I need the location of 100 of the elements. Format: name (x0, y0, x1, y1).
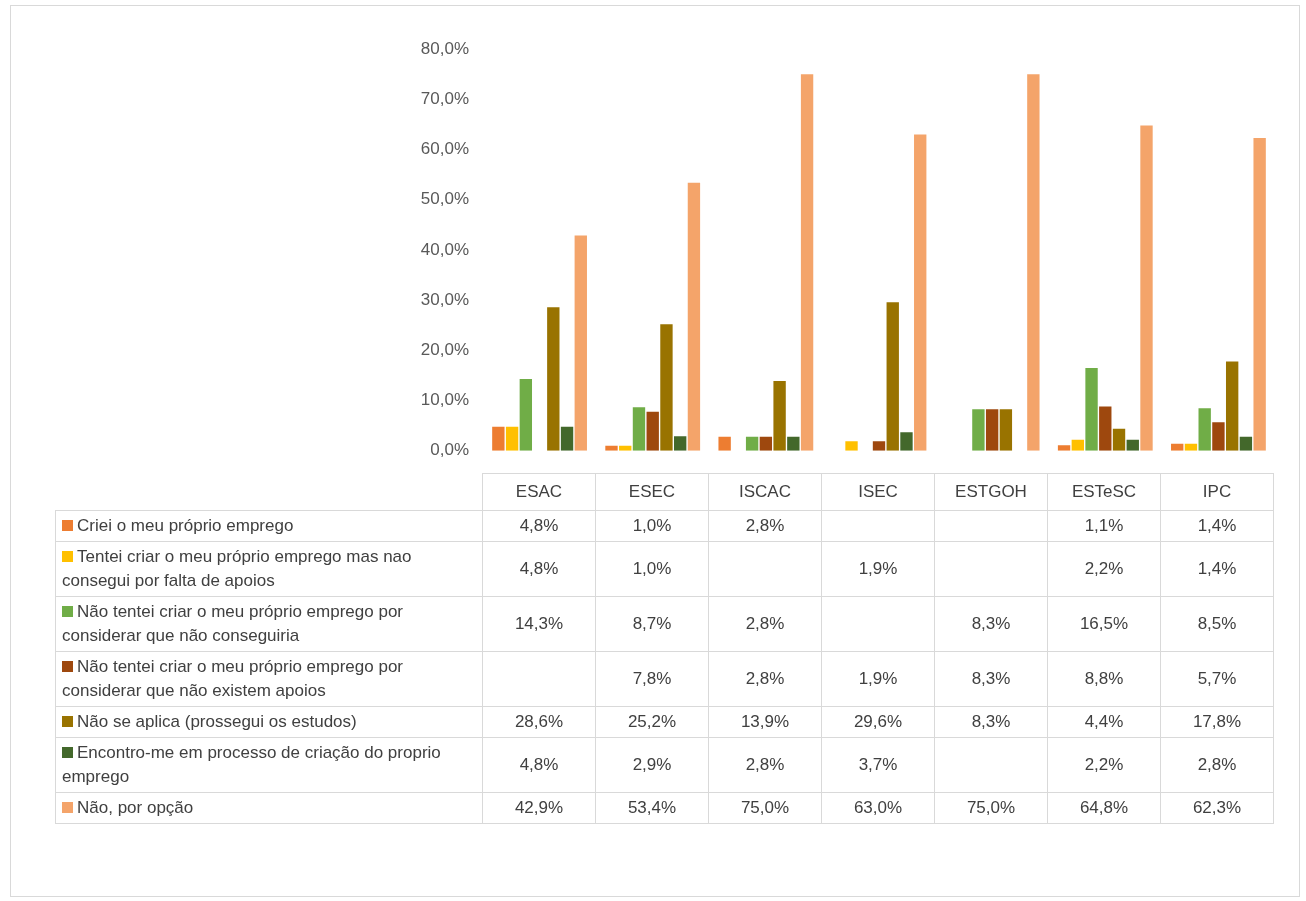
x-tick-label: ESTGOH (934, 473, 1048, 511)
legend-label: Não tentei criar o meu próprio emprego por considerar que não conseguiria (55, 596, 483, 652)
data-label: 4,8% (482, 737, 596, 793)
data-label: 63,0% (821, 792, 935, 824)
bar (632, 407, 646, 451)
data-label: 1,0% (595, 541, 709, 597)
bar (646, 411, 659, 451)
bar (787, 436, 800, 451)
data-label: 5,7% (1160, 651, 1274, 707)
bar (1212, 422, 1225, 451)
legend-label: Criei o meu próprio emprego (55, 510, 483, 542)
y-tick-label: 40,0% (420, 239, 469, 259)
data-label: 1,0% (595, 510, 709, 542)
x-tick-label: IPC (1160, 473, 1274, 511)
data-label: 29,6% (821, 706, 935, 738)
bar (759, 436, 773, 451)
bar (914, 134, 927, 451)
bar (1140, 125, 1153, 451)
bar (1099, 406, 1112, 451)
bar (718, 436, 731, 451)
data-label: 8,3% (934, 651, 1048, 707)
data-label: 8,5% (1160, 596, 1274, 652)
data-label: 1,9% (821, 541, 935, 597)
y-tick-label: 10,0% (420, 390, 469, 410)
data-label: 28,6% (482, 706, 596, 738)
x-tick-label: ESEC (595, 473, 709, 511)
data-label: 8,3% (934, 706, 1048, 738)
data-label: 8,8% (1047, 651, 1161, 707)
data-label: 53,4% (595, 792, 709, 824)
bar (1225, 361, 1239, 451)
bar (800, 74, 814, 451)
y-tick-label: 60,0% (420, 139, 469, 159)
bar (773, 381, 786, 451)
bar (660, 324, 673, 451)
bar (547, 307, 560, 451)
bar (1085, 367, 1098, 451)
data-label: 4,8% (482, 541, 596, 597)
x-tick-label: ESTeSC (1047, 473, 1161, 511)
legend-label: Não se aplica (prossegui os estudos) (55, 706, 483, 738)
bar (492, 426, 505, 451)
data-label: 2,9% (595, 737, 709, 793)
data-label: 1,1% (1047, 510, 1161, 542)
y-tick-label: 30,0% (420, 289, 469, 309)
data-label: 3,7% (821, 737, 935, 793)
bar (560, 426, 574, 451)
bar (1253, 138, 1266, 451)
data-label: 64,8% (1047, 792, 1161, 824)
bar (674, 436, 687, 451)
bar (972, 409, 985, 451)
data-label: 7,8% (595, 651, 709, 707)
data-label: 13,9% (708, 706, 822, 738)
y-tick-label: 80,0% (420, 38, 469, 58)
data-label: 2,2% (1047, 541, 1161, 597)
data-label: 2,8% (708, 651, 822, 707)
legend-label: Não, por opção (55, 792, 483, 824)
x-tick-label: ISCAC (708, 473, 822, 511)
bar (1198, 408, 1211, 451)
data-label: 1,4% (1160, 541, 1274, 597)
y-tick-label: 50,0% (420, 189, 469, 209)
data-label: 2,8% (1160, 737, 1274, 793)
data-label: 1,4% (1160, 510, 1274, 542)
bar (1112, 428, 1126, 451)
data-label: 4,8% (482, 510, 596, 542)
data-label: 75,0% (708, 792, 822, 824)
data-label: 25,2% (595, 706, 709, 738)
legend-label: Não tentei criar o meu próprio emprego por considerar que não existem apoios (55, 651, 483, 707)
bar (574, 235, 587, 451)
data-label: 75,0% (934, 792, 1048, 824)
bar (886, 302, 899, 451)
y-tick-label: 0,0% (430, 440, 469, 460)
data-label: 2,8% (708, 510, 822, 542)
bar (872, 441, 886, 451)
y-tick-label: 70,0% (420, 89, 469, 109)
data-label: 42,9% (482, 792, 596, 824)
bar (519, 379, 533, 451)
data-label: 14,3% (482, 596, 596, 652)
bar (999, 409, 1013, 451)
data-label: 4,4% (1047, 706, 1161, 738)
data-label: 2,2% (1047, 737, 1161, 793)
bar (985, 409, 999, 451)
data-label: 2,8% (708, 596, 822, 652)
bar (845, 441, 858, 451)
bar (745, 436, 759, 451)
bar (687, 182, 701, 451)
data-label: 62,3% (1160, 792, 1274, 824)
bar (900, 432, 913, 451)
legend-label: Encontro-me em processo de criação do proprio emprego (55, 737, 483, 793)
x-tick-label: ESAC (482, 473, 596, 511)
data-label: 1,9% (821, 651, 935, 707)
bar (1027, 74, 1040, 451)
bar (1239, 436, 1253, 451)
data-label: 8,3% (934, 596, 1048, 652)
y-tick-label: 20,0% (420, 340, 469, 360)
data-label: 8,7% (595, 596, 709, 652)
data-label: 16,5% (1047, 596, 1161, 652)
x-tick-label: ISEC (821, 473, 935, 511)
data-label: 2,8% (708, 737, 822, 793)
legend-label: Tentei criar o meu próprio emprego mas nao consegui por falta de apoios (55, 541, 483, 597)
data-label: 17,8% (1160, 706, 1274, 738)
bar (505, 426, 519, 451)
